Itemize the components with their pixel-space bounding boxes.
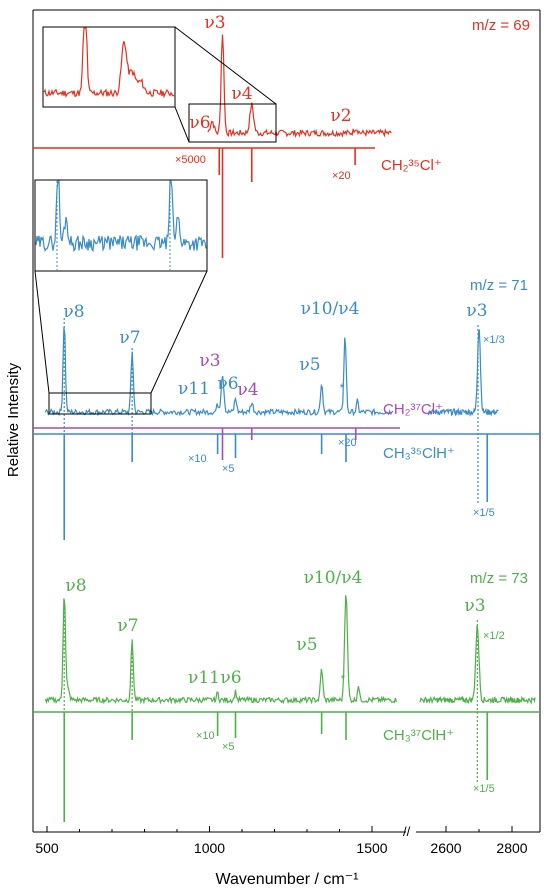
mz-label-69: m/z = 69 [472, 17, 530, 34]
peak-label-69-v4: ν4 [231, 84, 252, 104]
peak-label-71-v3b: ν3 [466, 301, 487, 321]
x-axis-label: Wavenumber / cm⁻¹ [216, 871, 359, 888]
peak-label-71-v11: ν11 [178, 379, 210, 399]
inset-trace-71 [35, 180, 207, 253]
scale-label-71-d: ×20 [338, 437, 357, 449]
x-tick-label: 1500 [356, 840, 387, 856]
peak-label-71-v4: ν4 [237, 380, 258, 400]
peak-label-71-star: * [340, 381, 345, 395]
scale-label-73-c: ×1/2 [483, 630, 505, 642]
scale-label-69-a: ×5000 [175, 154, 206, 166]
zoom-line [174, 106, 190, 143]
zoom-box-71 [48, 392, 152, 415]
spectrum-71 [44, 327, 392, 417]
scale-label-73-a: ×10 [196, 730, 215, 742]
peak-label-71-v8: ν8 [63, 302, 84, 322]
peak-label-71-v3: ν3 [199, 351, 220, 371]
axis-break-mark: // [403, 824, 411, 839]
peak-label-71-v7: ν7 [119, 328, 140, 348]
spectrum-69 [207, 34, 392, 139]
zoom-line [150, 270, 208, 394]
zoom-box-69 [188, 103, 277, 143]
scale-label-73-d: ×1/5 [473, 783, 495, 795]
inset-trace-69 [43, 27, 175, 99]
ion-label-73: CH₃³⁷ClH⁺ [383, 727, 454, 744]
x-tick-label: 2800 [496, 840, 527, 856]
spectrum-73 [44, 595, 397, 705]
ion-label-71b: CH₃³⁵ClH⁺ [383, 445, 455, 462]
peak-label-73-v3: ν3 [464, 596, 485, 616]
scale-label-71-a: ×1/3 [483, 334, 505, 346]
x-tick-label: 2600 [430, 840, 461, 856]
ion-label-71a: CH₂³⁷Cl⁺ [383, 401, 443, 418]
x-tick-label: 1000 [194, 840, 225, 856]
peak-label-73-star: * [341, 672, 346, 686]
spectra-layer [33, 34, 540, 822]
peak-label-73-v5: ν5 [296, 635, 317, 655]
inset-box-71 [34, 179, 208, 272]
x-ticks: 500 1000 1500 2600 2800 [35, 826, 528, 856]
spectrum-73-right [419, 625, 536, 705]
mz-label-73: m/z = 73 [470, 570, 528, 587]
peak-label-73-v10v4: ν10/ν4 [304, 568, 363, 588]
scale-label-71-e: ×1/5 [473, 507, 495, 519]
peak-label-69-v2: ν2 [330, 106, 351, 126]
scale-label-71-c: ×5 [222, 463, 235, 475]
peak-label-73-v11: ν11 [188, 668, 220, 688]
insets-layer [34, 26, 277, 415]
zoom-line [34, 270, 50, 394]
peak-label-71-v10v4: ν10/ν4 [301, 299, 360, 319]
ion-label-69: CH₂³⁵Cl⁺ [381, 157, 442, 174]
peak-label-69-v6: ν6 [189, 113, 210, 133]
peak-label-73-v7: ν7 [117, 616, 138, 636]
scale-label-73-b: ×5 [222, 741, 235, 753]
mz-label-71: m/z = 71 [470, 277, 528, 294]
scale-label-69-b: ×20 [332, 170, 351, 182]
peak-label-71-v6: ν6 [217, 374, 238, 394]
spectrum-71-right [427, 329, 499, 417]
peak-label-73-v6: ν6 [220, 668, 241, 688]
peak-label-71-v5: ν5 [299, 355, 320, 375]
peak-label-69-v3: ν3 [204, 13, 225, 33]
y-axis-label: Relative Intensity [5, 362, 22, 477]
x-tick-label: 500 [35, 840, 59, 856]
peak-label-73-v8: ν8 [65, 576, 86, 596]
zoom-line [174, 26, 277, 105]
scale-label-71-b: ×10 [188, 453, 207, 465]
